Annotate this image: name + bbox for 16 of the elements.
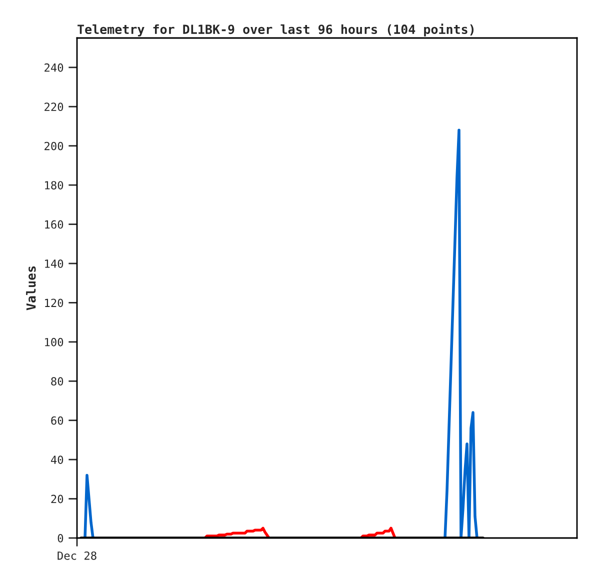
y-tick-label: 200 bbox=[44, 142, 64, 150]
y-tick-label: 140 bbox=[45, 259, 64, 268]
y-tick-label: 80 bbox=[51, 377, 64, 386]
y-tick-label: 100 bbox=[45, 338, 64, 346]
y-tick-label: 180 bbox=[45, 181, 64, 190]
x-tick-label: Dec 28 bbox=[58, 551, 96, 560]
y-tick-label: 20 bbox=[51, 494, 64, 504]
y-tick-label: 40 bbox=[50, 456, 64, 464]
y-tick-label: 160 bbox=[45, 220, 64, 229]
y-tick-label: 240 bbox=[44, 63, 64, 72]
y-tick-label: 0 bbox=[58, 534, 64, 542]
y-tick-label: 60 bbox=[51, 416, 64, 425]
chart-title: Telemetry for DL1BK-9 over last 96 hours (104 points) bbox=[78, 24, 474, 36]
y-tick-label: 120 bbox=[45, 298, 64, 308]
y-tick-label: 220 bbox=[44, 102, 64, 112]
y-axis-title: Values bbox=[26, 266, 36, 310]
